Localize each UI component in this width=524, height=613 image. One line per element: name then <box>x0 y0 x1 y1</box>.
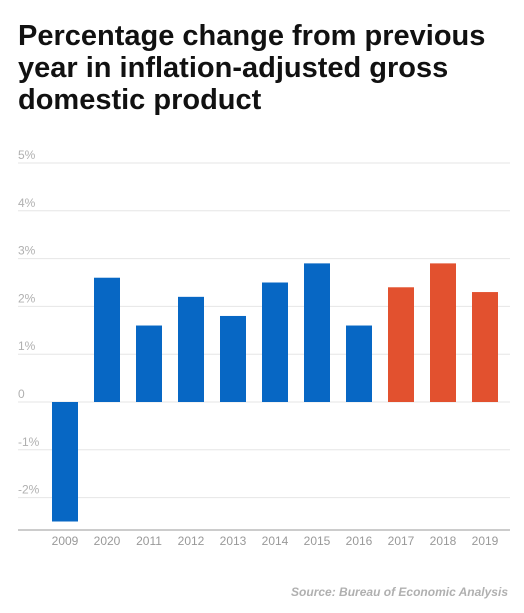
x-tick-label: 2018 <box>430 534 457 548</box>
y-tick-label: 0 <box>18 387 25 401</box>
bar-2013 <box>220 315 246 402</box>
x-tick-label: 2012 <box>178 534 205 548</box>
bar-2012 <box>178 296 204 402</box>
x-tick-label: 2016 <box>346 534 373 548</box>
bar-2011 <box>136 325 162 402</box>
bar-2019 <box>472 292 498 402</box>
y-tick-label: -1% <box>18 435 40 449</box>
bar-2015 <box>304 263 330 402</box>
x-tick-label: 2015 <box>304 534 331 548</box>
y-tick-label: -2% <box>18 483 40 497</box>
x-tick-label: 2014 <box>262 534 289 548</box>
x-tick-label: 2020 <box>94 534 121 548</box>
bar-2017 <box>388 287 414 402</box>
bar-2018 <box>430 263 456 402</box>
source-note: Source: Bureau of Economic Analysis <box>291 585 508 599</box>
y-tick-label: 1% <box>18 339 36 353</box>
chart-title: Percentage change from previous year in … <box>18 20 486 116</box>
y-tick-label: 3% <box>18 244 36 258</box>
bar-2009 <box>52 402 78 522</box>
x-tick-label: 2009 <box>52 534 79 548</box>
bars <box>52 263 498 522</box>
y-tick-label: 4% <box>18 196 36 210</box>
y-tick-label: 5% <box>18 148 36 162</box>
x-tick-label: 2013 <box>220 534 247 548</box>
bar-2020 <box>94 277 120 402</box>
y-axis-tick-labels: 5% 4% 3% 2% 1% 0 -1% -2% <box>18 148 40 497</box>
bar-2014 <box>262 282 288 402</box>
x-tick-label: 2019 <box>472 534 499 548</box>
x-tick-label: 2017 <box>388 534 415 548</box>
y-tick-label: 2% <box>18 291 36 305</box>
x-axis-tick-labels: 2009 2020 2011 2012 2013 2014 2015 2016 2017 2018… <box>52 534 499 548</box>
bar-2016 <box>346 325 372 402</box>
x-tick-label: 2011 <box>136 534 162 548</box>
